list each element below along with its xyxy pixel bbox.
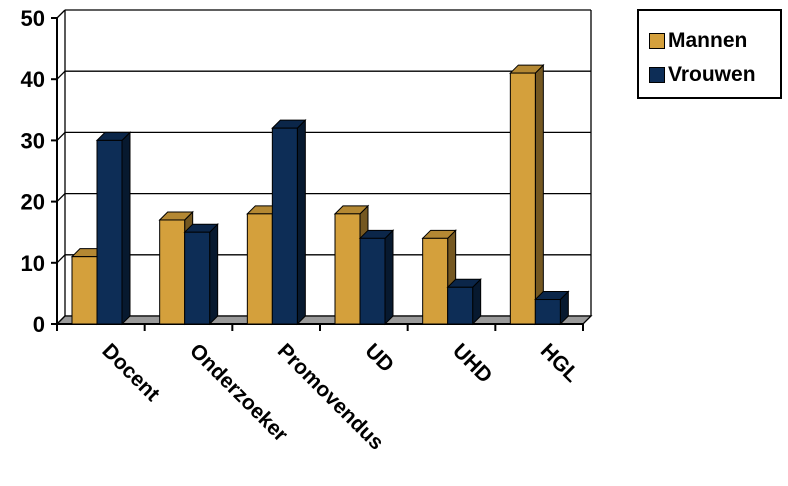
- bars: [70, 63, 570, 326]
- y-tick-label: 50: [21, 6, 45, 31]
- legend-label-mannen: Mannen: [668, 29, 748, 52]
- side-gridline: [56, 193, 66, 203]
- bar-front: [447, 286, 474, 325]
- x-category-label: Docent: [97, 339, 164, 406]
- bar-front: [246, 213, 273, 325]
- bar-front: [96, 139, 123, 325]
- bar-front: [534, 299, 561, 325]
- x-category-label: UHD: [448, 339, 496, 387]
- bar-front: [71, 256, 98, 325]
- bar-vrouwen-promovendus: [271, 118, 307, 326]
- bar-side: [384, 229, 394, 326]
- x-category-label: UD: [360, 339, 398, 377]
- legend-item-mannen: Mannen: [649, 28, 747, 54]
- bar-front: [184, 231, 211, 325]
- gridlines: [56, 9, 592, 325]
- bar-side: [296, 118, 306, 326]
- bar-front: [159, 219, 186, 325]
- bar-mannen-uhd: [421, 229, 457, 326]
- axes: [51, 17, 584, 331]
- bar-side: [121, 131, 131, 326]
- y-tick-label: 30: [21, 128, 45, 153]
- bar-front: [334, 213, 361, 325]
- bar-vrouwen-uhd: [446, 278, 482, 326]
- x-category-label: HGL: [536, 339, 584, 387]
- bar-vrouwen-docent: [95, 131, 132, 326]
- bar-mannen-hgl: [509, 63, 545, 326]
- bar-side: [209, 222, 219, 326]
- bar-front: [271, 127, 298, 325]
- legend-label-vrouwen: Vrouwen: [668, 63, 756, 86]
- bar-front: [422, 237, 449, 325]
- y-tick-label: 10: [21, 251, 45, 276]
- side-gridline: [56, 9, 66, 19]
- legend: Mannen Vrouwen: [637, 9, 782, 99]
- side-gridline: [56, 131, 66, 141]
- side-gridline: [56, 254, 66, 264]
- bar-front: [509, 72, 536, 325]
- legend-swatch-mannen: [649, 33, 665, 49]
- y-tick-labels: 0 10 20 30 40 50: [21, 6, 45, 337]
- side-gridline: [56, 70, 66, 80]
- bar-vrouwen-hgl: [534, 290, 570, 326]
- bar-front: [359, 237, 386, 325]
- y-tick-label: 0: [33, 312, 45, 337]
- y-tick-label: 20: [21, 190, 45, 215]
- bar-vrouwen-onderzoeker: [183, 222, 219, 326]
- legend-item-vrouwen: Vrouwen: [649, 62, 756, 88]
- y-tick-label: 40: [21, 67, 45, 92]
- bar-side: [534, 63, 544, 326]
- legend-swatch-vrouwen: [649, 67, 665, 83]
- bar-vrouwen-ud: [358, 229, 395, 326]
